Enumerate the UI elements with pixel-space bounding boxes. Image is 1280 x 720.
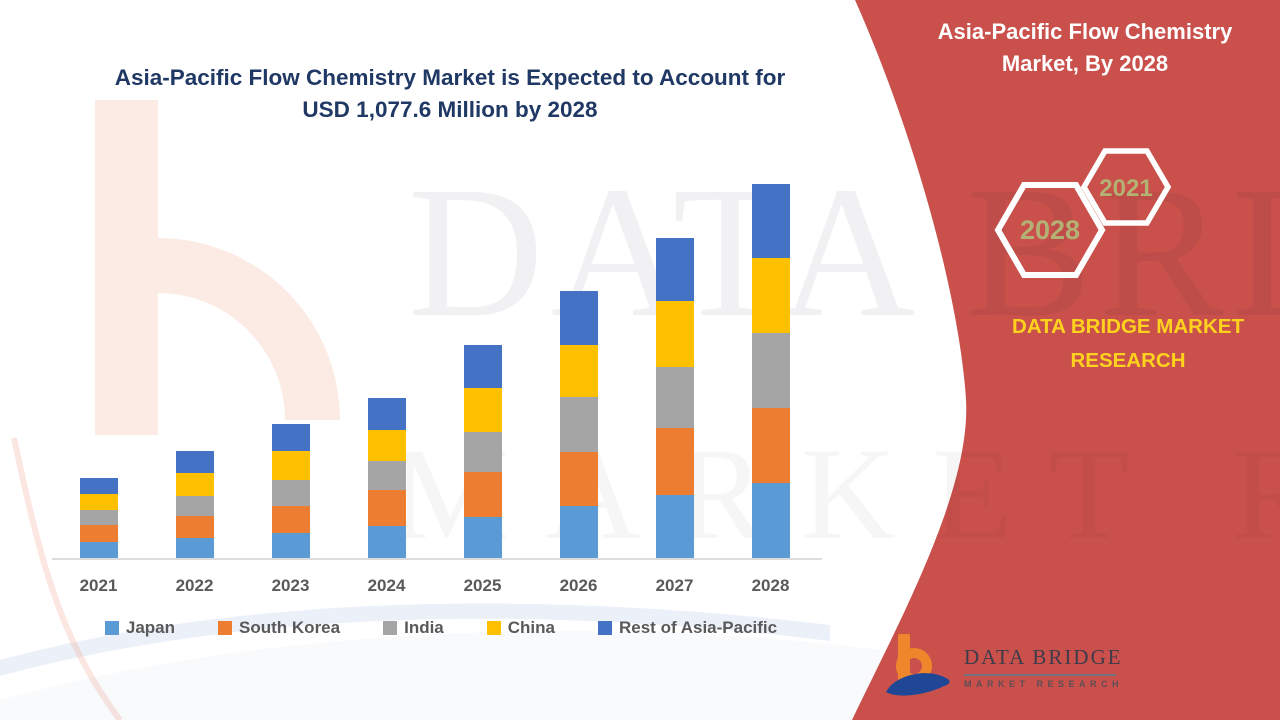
pale-gray-band <box>0 630 880 720</box>
bar-segment-2024-japan <box>367 526 406 559</box>
chart-headline: Asia-Pacific Flow Chemistry Market is Ex… <box>70 62 830 126</box>
legend-label-rest-of-asia-pacific: Rest of Asia-Pacific <box>619 618 778 637</box>
bar-segment-2023-rest-of-asia-pacific <box>271 423 310 452</box>
bar-segment-2021-india <box>79 509 118 525</box>
bar-segment-2028-india <box>751 333 790 408</box>
bar-segment-2021-china <box>79 493 118 510</box>
bar-segment-2022-india <box>175 496 214 516</box>
legend-label-japan: Japan <box>125 618 176 637</box>
bar-segment-2025-india <box>463 431 502 472</box>
bar-segment-2026-south-korea <box>559 452 598 506</box>
bar-segment-2021-south-korea <box>79 524 118 542</box>
bar-segment-2027-india <box>655 366 694 429</box>
bar-segment-2028-south-korea <box>751 407 790 484</box>
x-axis-label-2027: 2027 <box>655 576 694 595</box>
chart-legend: Japan South Korea India China Rest of As… <box>0 618 882 638</box>
bar-segment-2022-japan <box>175 538 214 559</box>
bar-segment-2024-rest-of-asia-pacific <box>367 397 406 430</box>
bar-segment-2025-south-korea <box>463 471 502 517</box>
pale-logo-stem <box>95 100 158 435</box>
x-axis-label-2024: 2024 <box>367 576 406 595</box>
x-axis-label-2023: 2023 <box>271 576 310 595</box>
legend-label-china: China <box>507 618 555 637</box>
x-axis-label-2022: 2022 <box>175 576 214 595</box>
bar-segment-2021-rest-of-asia-pacific <box>79 478 118 494</box>
stacked-bar-chart: Asia-Pacific Flow Chemistry Market is Ex… <box>0 62 882 638</box>
legend-item-rest-of-asia-pacific: Rest of Asia-Pacific <box>598 618 777 638</box>
bar-segment-2025-china <box>463 387 502 432</box>
bar-segment-2024-india <box>367 461 406 491</box>
bar-segment-2023-india <box>271 479 310 506</box>
x-axis-label-2028: 2028 <box>751 576 790 595</box>
x-axis-line <box>52 558 822 560</box>
legend-label-india: India <box>404 618 444 637</box>
bar-segment-2022-rest-of-asia-pacific <box>175 451 214 473</box>
bar-segment-2024-china <box>367 429 406 462</box>
bar-segment-2027-rest-of-asia-pacific <box>655 237 694 302</box>
chart-headline-line1: Asia-Pacific Flow Chemistry Market is Ex… <box>114 65 786 90</box>
bar-segment-2025-japan <box>463 516 502 559</box>
bar-segment-2028-china <box>751 258 790 334</box>
legend-swatch-china <box>486 621 501 635</box>
legend-item-south-korea: South Korea <box>218 618 340 638</box>
legend-item-india: India <box>383 618 444 638</box>
legend-item-china: China <box>486 618 555 638</box>
bar-segment-2023-china <box>271 451 310 480</box>
bar-segment-2026-japan <box>559 505 598 559</box>
bar-segment-2028-rest-of-asia-pacific <box>751 183 790 259</box>
bar-segment-2023-japan <box>271 532 310 559</box>
x-axis-label-2025: 2025 <box>463 576 502 595</box>
legend-item-japan: Japan <box>104 618 176 638</box>
bar-segment-2027-china <box>655 301 694 367</box>
chart-headline-line2: USD 1,077.6 Million by 2028 <box>302 96 598 122</box>
bar-segment-2026-india <box>559 397 598 453</box>
legend-swatch-south-korea <box>218 621 233 635</box>
x-axis-label-2026: 2026 <box>559 576 598 595</box>
pale-logo-bowl <box>158 238 340 420</box>
bar-segment-2025-rest-of-asia-pacific <box>463 344 502 388</box>
bar-segment-2023-south-korea <box>271 505 310 533</box>
bar-segment-2022-south-korea <box>175 515 214 539</box>
legend-swatch-india <box>383 621 398 635</box>
bar-segment-2021-japan <box>79 541 118 559</box>
legend-swatch-japan <box>104 621 119 635</box>
legend-label-south-korea: South Korea <box>239 618 341 637</box>
bar-segment-2022-china <box>175 472 214 496</box>
bar-segment-2024-south-korea <box>367 490 406 527</box>
legend-swatch-rest-of-asia-pacific <box>598 621 612 635</box>
pale-blue-swoosh <box>0 603 830 676</box>
bar-segment-2028-japan <box>751 483 790 559</box>
bar-segment-2026-china <box>559 344 598 398</box>
bar-segment-2027-japan <box>655 494 694 559</box>
bar-segment-2027-south-korea <box>655 428 694 495</box>
x-axis-label-2021: 2021 <box>79 576 118 595</box>
bar-segment-2026-rest-of-asia-pacific <box>559 291 598 345</box>
pale-red-streak <box>11 437 123 720</box>
